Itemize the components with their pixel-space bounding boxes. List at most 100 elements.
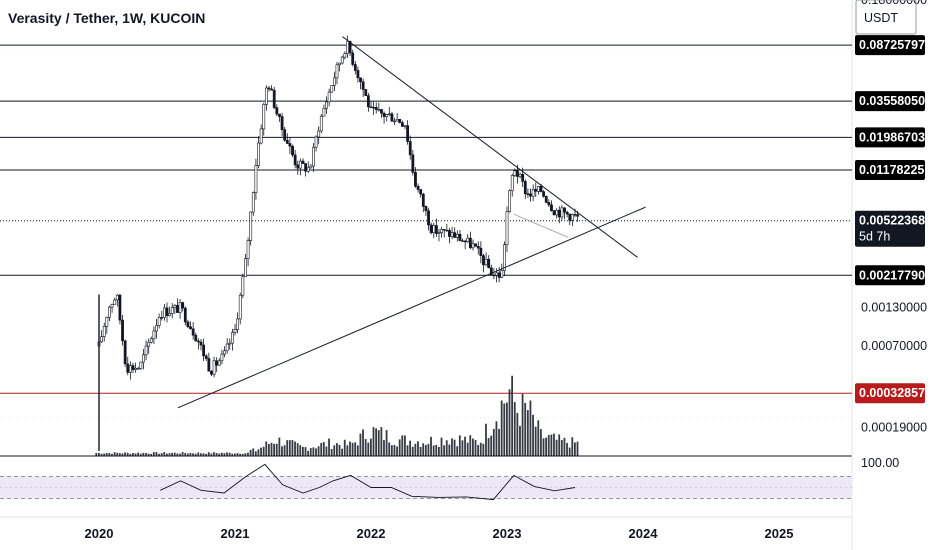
volume-bar	[328, 438, 330, 456]
candle-body	[393, 120, 396, 123]
volume-bar	[364, 439, 367, 456]
candle-body	[176, 305, 179, 313]
candle-body	[550, 204, 553, 211]
candle-body	[246, 240, 250, 259]
volume-bar	[417, 441, 419, 456]
candle-body	[518, 173, 522, 177]
volume-bar	[385, 430, 388, 456]
candle-body	[270, 88, 274, 91]
volume-bar	[474, 440, 477, 456]
candle-body	[382, 112, 386, 117]
volume-bar	[124, 452, 126, 456]
candle-body	[497, 272, 501, 278]
rsi-tick-label: 100.00	[861, 456, 899, 470]
volume-bar	[194, 453, 197, 456]
volume-bar	[503, 403, 506, 456]
candle-body	[450, 232, 454, 237]
volume-bar	[108, 452, 111, 456]
price-tag-label: 0.03558050	[859, 94, 925, 108]
volume-bar	[430, 436, 432, 456]
candle-body	[353, 64, 357, 71]
candle-body	[202, 344, 206, 357]
volume-bar	[184, 453, 187, 456]
volume-bar	[171, 452, 174, 456]
volume-bar	[351, 442, 354, 456]
volume-bar	[181, 452, 184, 456]
candle-body	[264, 87, 268, 105]
candle-body	[298, 160, 302, 169]
candle-body	[380, 109, 383, 114]
candle-body	[309, 165, 313, 169]
candle-body	[288, 143, 292, 147]
candle-body	[186, 321, 190, 328]
volume-bar	[281, 446, 283, 456]
candle-body	[128, 365, 132, 373]
candle-body	[306, 167, 310, 172]
candle-body	[278, 113, 281, 117]
volume-bar	[207, 452, 210, 456]
candle-body	[455, 233, 459, 238]
volume-bar	[568, 447, 571, 456]
candle-body	[427, 210, 430, 226]
candle-body	[134, 367, 138, 370]
volume-bar	[220, 452, 223, 456]
volume-bar	[186, 453, 189, 456]
candle-body	[343, 53, 347, 58]
candle-body	[183, 307, 187, 323]
volume-bar	[511, 375, 514, 456]
volume-bar	[508, 389, 511, 456]
volume-bar	[576, 441, 579, 456]
volume-bar	[228, 452, 231, 456]
volume-bar	[131, 453, 134, 456]
candle-body	[212, 360, 216, 375]
volume-bar	[223, 453, 226, 456]
candle-body	[364, 89, 368, 96]
candle-body	[487, 258, 491, 269]
candle-body	[196, 340, 200, 343]
volume-bar	[317, 446, 320, 456]
volume-bar	[409, 440, 412, 456]
volume-bar	[283, 445, 286, 456]
x-tick-label: 2022	[357, 526, 386, 541]
candle-body	[500, 270, 504, 278]
candle-body	[272, 89, 276, 108]
volume-bar	[529, 400, 532, 456]
volume-bar	[367, 442, 370, 456]
volume-bar	[296, 443, 299, 456]
volume-bar	[338, 444, 341, 456]
candle-body	[173, 305, 177, 309]
candle-body	[251, 192, 255, 213]
volume-bar	[492, 428, 495, 456]
volume-bar	[560, 439, 563, 456]
candle-body	[529, 193, 532, 197]
candle-body	[115, 294, 119, 301]
volume-bar	[325, 446, 328, 456]
volume-bar	[249, 449, 252, 456]
volume-bar	[516, 412, 519, 456]
candle-body	[374, 107, 378, 110]
candle-body	[348, 40, 352, 54]
volume-bar	[513, 402, 516, 456]
volume-bar	[550, 434, 553, 456]
volume-bar	[202, 453, 205, 456]
candle-body	[552, 210, 556, 216]
volume-bar	[466, 442, 469, 456]
candle-body	[215, 360, 219, 366]
volume-bar	[464, 436, 466, 456]
volume-bar	[424, 445, 427, 456]
volume-bar	[558, 434, 561, 456]
volume-bar	[330, 448, 333, 456]
candle-body	[437, 232, 441, 234]
volume-bar	[490, 435, 493, 456]
volume-bar	[145, 453, 147, 456]
candle-body	[267, 87, 271, 90]
candle-body	[110, 304, 114, 308]
volume-bar	[341, 448, 344, 456]
currency-label: USDT	[864, 11, 898, 25]
price-tag-label: 0.01178225	[859, 163, 924, 177]
price-tag	[855, 127, 925, 148]
candle-body	[317, 130, 321, 138]
candle-body	[330, 85, 334, 93]
volume-bar	[320, 443, 323, 456]
